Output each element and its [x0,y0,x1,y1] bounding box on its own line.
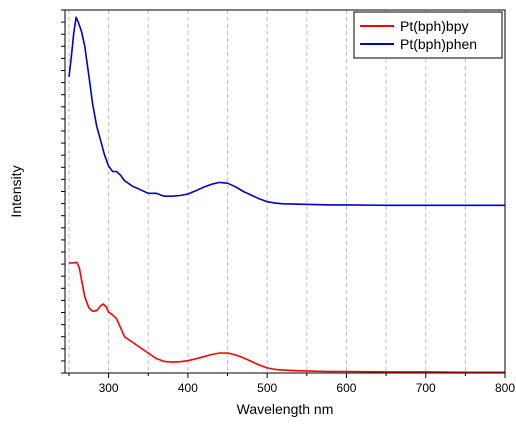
x-tick-label-400: 400 [178,381,198,395]
y-axis-ticks [61,9,65,374]
plot-area-frame [64,9,506,374]
legend-label-pt-bph-phen: Pt(bph)phen [400,36,477,52]
series-line-0 [69,261,505,374]
x-axis-ticks: 300 400 500 600 700 800 [68,373,515,395]
x-tick-label-700: 700 [416,381,436,395]
x-tick-label-600: 600 [336,381,356,395]
legend: Pt(bph)bpy Pt(bph)phen [353,11,503,59]
grid-lines [68,10,466,373]
series-layer [68,16,505,374]
x-axis-label: Wavelength nm [237,401,334,417]
legend-label-pt-bph-bpy: Pt(bph)bpy [400,18,468,34]
y-axis-label: Intensity [8,165,24,217]
series-line-1 [68,16,505,207]
x-tick-label-500: 500 [257,381,277,395]
legend-box [353,11,503,59]
x-tick-label-300: 300 [99,381,119,395]
x-tick-label-800: 800 [495,381,515,395]
